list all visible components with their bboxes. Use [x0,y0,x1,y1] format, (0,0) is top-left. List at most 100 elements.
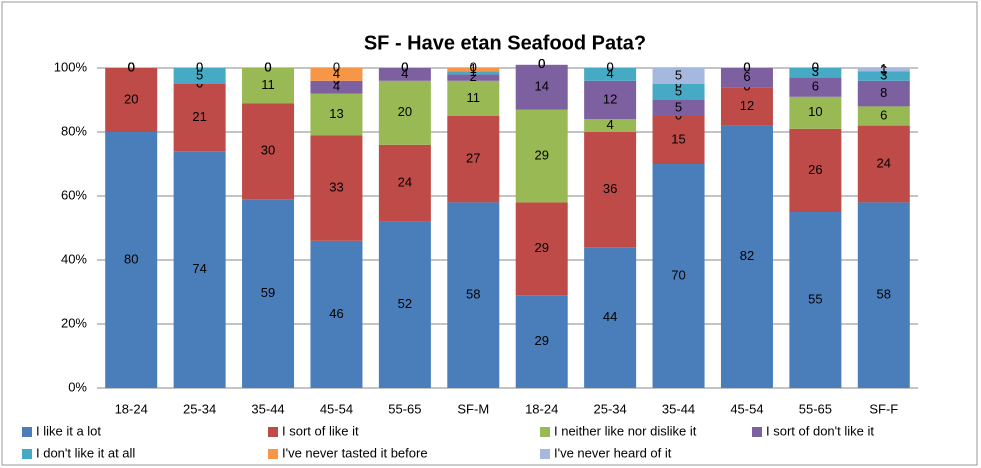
data-label: 52 [398,296,412,311]
bar-segment [447,202,500,388]
x-tick-label: SF-F [869,401,898,416]
bar-segment [447,80,500,116]
bar-segment [720,68,773,88]
bar-segment [789,212,842,388]
data-label: 11 [467,90,481,105]
legend-swatch [268,449,278,459]
data-label: 0 [128,59,135,74]
data-label: 0 [401,59,408,74]
x-tick-label: 18-24 [115,401,148,416]
bar-segment [515,64,568,110]
legend-label: I sort of like it [282,423,359,438]
data-label: 24 [877,155,891,170]
data-label: 0 [264,59,271,74]
bar-segment [584,80,637,120]
legend-label: I neither like nor dislike it [554,423,697,438]
data-label: 4 [333,79,340,94]
data-label: 6 [743,69,750,84]
data-label: 0 [264,59,271,74]
data-label: 0 [538,56,545,71]
bar-segment [720,87,773,126]
data-label: 0 [401,59,408,74]
bar-segment [789,77,842,97]
data-label: 4 [401,66,408,81]
legend-label: I sort of don't like it [766,423,874,438]
data-label: 11 [261,77,275,92]
legend-label: I've never heard of it [554,445,672,460]
legend-label: I don't like it at all [36,445,135,460]
data-label: 4 [607,117,614,132]
data-label: 55 [808,291,822,306]
data-label: 3 [812,64,819,79]
bar-segment [584,68,637,81]
bar-segment [584,132,637,248]
data-label: 0 [607,59,614,74]
data-label: 5 [196,67,203,82]
legend-label: I've never tasted it before [282,445,428,460]
data-label: 0 [812,59,819,74]
data-label: 4 [333,66,340,81]
data-label: 58 [877,287,891,302]
data-label: 20 [398,104,412,119]
data-label: 3 [880,67,887,82]
bar-segment [652,100,705,116]
legend-swatch [22,427,32,437]
bar-segment [857,71,910,81]
data-label: 0 [128,59,135,74]
data-label: 6 [812,79,819,94]
bar-segment [857,106,910,126]
x-tick-label: SF-M [457,401,489,416]
bar-segment [652,116,705,164]
data-label: 29 [534,240,548,255]
bar-segment [515,109,568,203]
bar-segment [857,68,910,72]
data-label: 70 [671,267,685,282]
legend-swatch [22,449,32,459]
data-label: 20 [124,91,138,106]
data-label: 0 [607,59,614,74]
data-label: 4 [607,66,614,81]
data-label: 0 [470,59,477,74]
legend-swatch [268,427,278,437]
data-label: 2 [470,69,477,84]
data-label: 14 [534,79,548,94]
data-label: 5 [675,67,682,82]
bar-segment [310,68,363,81]
x-tick-label: 35-44 [662,401,695,416]
bar-segment [584,119,637,132]
bar-segment [789,96,842,129]
bar-segment [652,84,705,100]
x-tick-label: 25-34 [183,401,216,416]
bar-segment [857,202,910,388]
data-label: 1 [470,61,477,76]
bar-segment [584,247,637,388]
data-label: 30 [261,143,275,158]
legend-swatch [540,449,550,459]
data-label: 1 [470,64,477,79]
x-tick-label: 18-24 [525,401,558,416]
data-label: 0 [128,59,135,74]
data-label: 58 [466,287,480,302]
bar-segment [515,202,568,296]
data-label: 24 [398,175,412,190]
chart-title: SF - Have etan Seafood Pata? [364,32,646,54]
data-label: 13 [329,106,343,121]
bar-segment [857,80,910,107]
data-label: 0 [264,59,271,74]
bar-segment [720,125,773,388]
bar-segment [105,68,158,132]
data-label: 6 [880,107,887,122]
data-label: 10 [808,104,822,119]
x-tick-label: 25-34 [594,401,627,416]
y-tick-label: 80% [61,123,87,138]
bar-segment [515,295,568,388]
bar-segment [652,68,705,84]
data-label: 21 [192,109,206,124]
data-label: 33 [329,179,343,194]
data-label: 74 [192,261,206,276]
data-label: 44 [603,309,617,324]
bar-segment [310,135,363,241]
data-label: 29 [534,147,548,162]
x-tick-label: 35-44 [251,401,284,416]
